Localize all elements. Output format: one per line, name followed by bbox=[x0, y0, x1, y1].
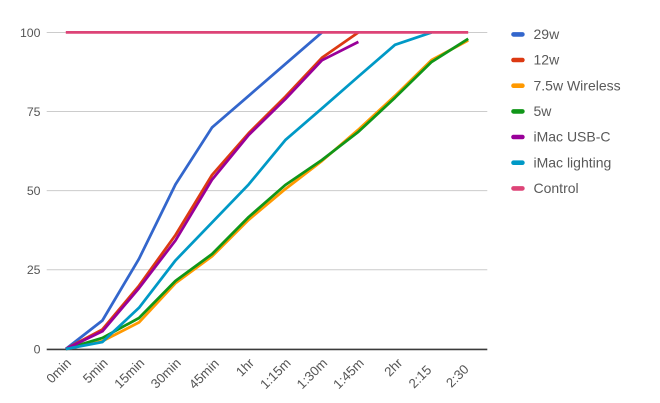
svg-text:29w: 29w bbox=[534, 26, 561, 42]
svg-text:1:45m: 1:45m bbox=[330, 355, 367, 392]
svg-text:0min: 0min bbox=[43, 355, 74, 386]
svg-text:25: 25 bbox=[27, 263, 41, 277]
svg-text:12w: 12w bbox=[534, 52, 561, 68]
svg-text:2hr: 2hr bbox=[381, 355, 406, 380]
svg-text:0: 0 bbox=[34, 342, 41, 356]
svg-text:Control: Control bbox=[534, 180, 579, 196]
svg-text:45min: 45min bbox=[186, 356, 222, 392]
svg-text:100: 100 bbox=[20, 26, 41, 40]
svg-text:2:30: 2:30 bbox=[443, 362, 472, 391]
svg-text:2:15: 2:15 bbox=[406, 362, 435, 391]
svg-text:5min: 5min bbox=[80, 355, 111, 386]
svg-text:75: 75 bbox=[27, 105, 41, 119]
svg-text:15min: 15min bbox=[111, 355, 147, 391]
svg-text:50: 50 bbox=[27, 184, 41, 198]
svg-text:5w: 5w bbox=[534, 103, 553, 119]
svg-text:1:15m: 1:15m bbox=[257, 355, 294, 392]
svg-text:iMac lighting: iMac lighting bbox=[534, 154, 612, 170]
svg-text:iMac USB-C: iMac USB-C bbox=[534, 129, 611, 145]
svg-text:1:30m: 1:30m bbox=[294, 355, 331, 392]
svg-text:1hr: 1hr bbox=[233, 355, 258, 380]
svg-text:7.5w Wireless: 7.5w Wireless bbox=[534, 77, 621, 93]
svg-text:30min: 30min bbox=[148, 355, 184, 391]
